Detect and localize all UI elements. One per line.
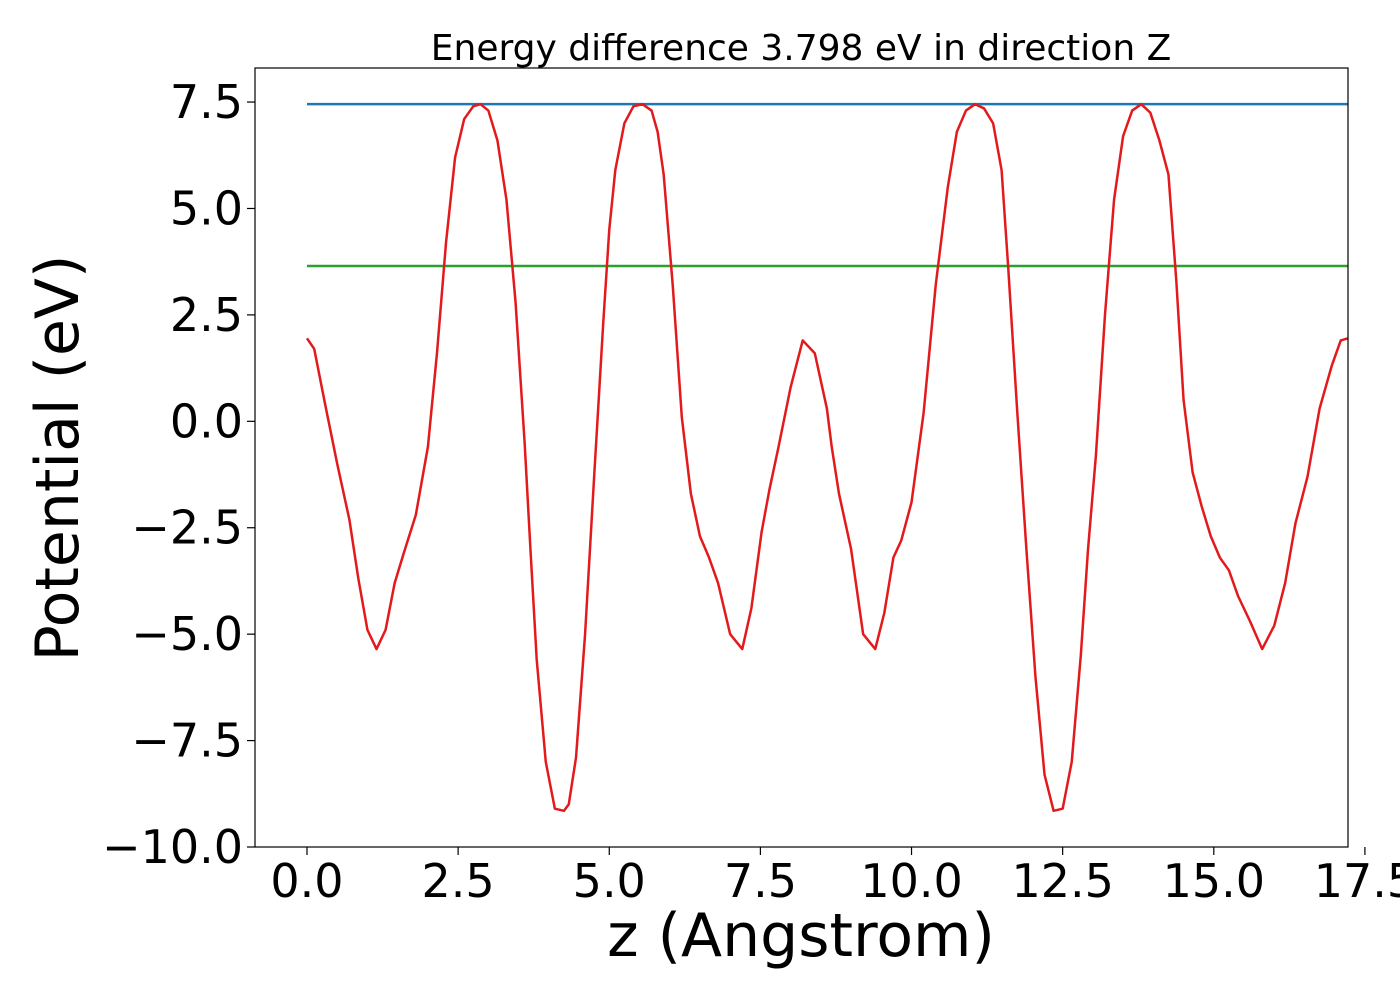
y-tick-label: 5.0 xyxy=(170,181,243,235)
x-tick-label: 15.0 xyxy=(1163,854,1265,908)
x-tick-label: 5.0 xyxy=(573,854,646,908)
chart-title: Energy difference 3.798 eV in direction … xyxy=(431,28,1172,69)
axes-frame xyxy=(254,67,1349,848)
x-tick-label: 10.0 xyxy=(860,854,962,908)
y-tick-label: 7.5 xyxy=(170,75,243,129)
x-tick-label: 7.5 xyxy=(724,854,797,908)
x-tick-label: 17.5 xyxy=(1314,854,1400,908)
y-axis: 7.5 5.0 2.5 0.0 −2.5 −5.0 −7.5 −10.0 xyxy=(102,75,255,874)
plot-area xyxy=(254,67,1349,848)
potential-curve xyxy=(305,102,1349,813)
x-tick-label: 0.0 xyxy=(270,854,343,908)
y-tick-label: −10.0 xyxy=(102,820,243,874)
y-tick-label: 0.0 xyxy=(170,394,243,448)
series-layer xyxy=(305,102,1349,813)
x-axis-title: z (Angstrom) xyxy=(607,901,995,971)
x-axis: 0.0 2.5 5.0 7.5 10.0 12.5 15.0 17.5 xyxy=(270,847,1400,908)
y-tick-label: −2.5 xyxy=(131,501,243,555)
x-tick-label: 12.5 xyxy=(1011,854,1113,908)
y-tick-label: −7.5 xyxy=(131,714,243,768)
y-tick-label: 2.5 xyxy=(170,288,243,342)
x-tick-label: 2.5 xyxy=(422,854,495,908)
y-tick-label: −5.0 xyxy=(131,607,243,661)
y-axis-title: Potential (eV) xyxy=(23,255,93,662)
